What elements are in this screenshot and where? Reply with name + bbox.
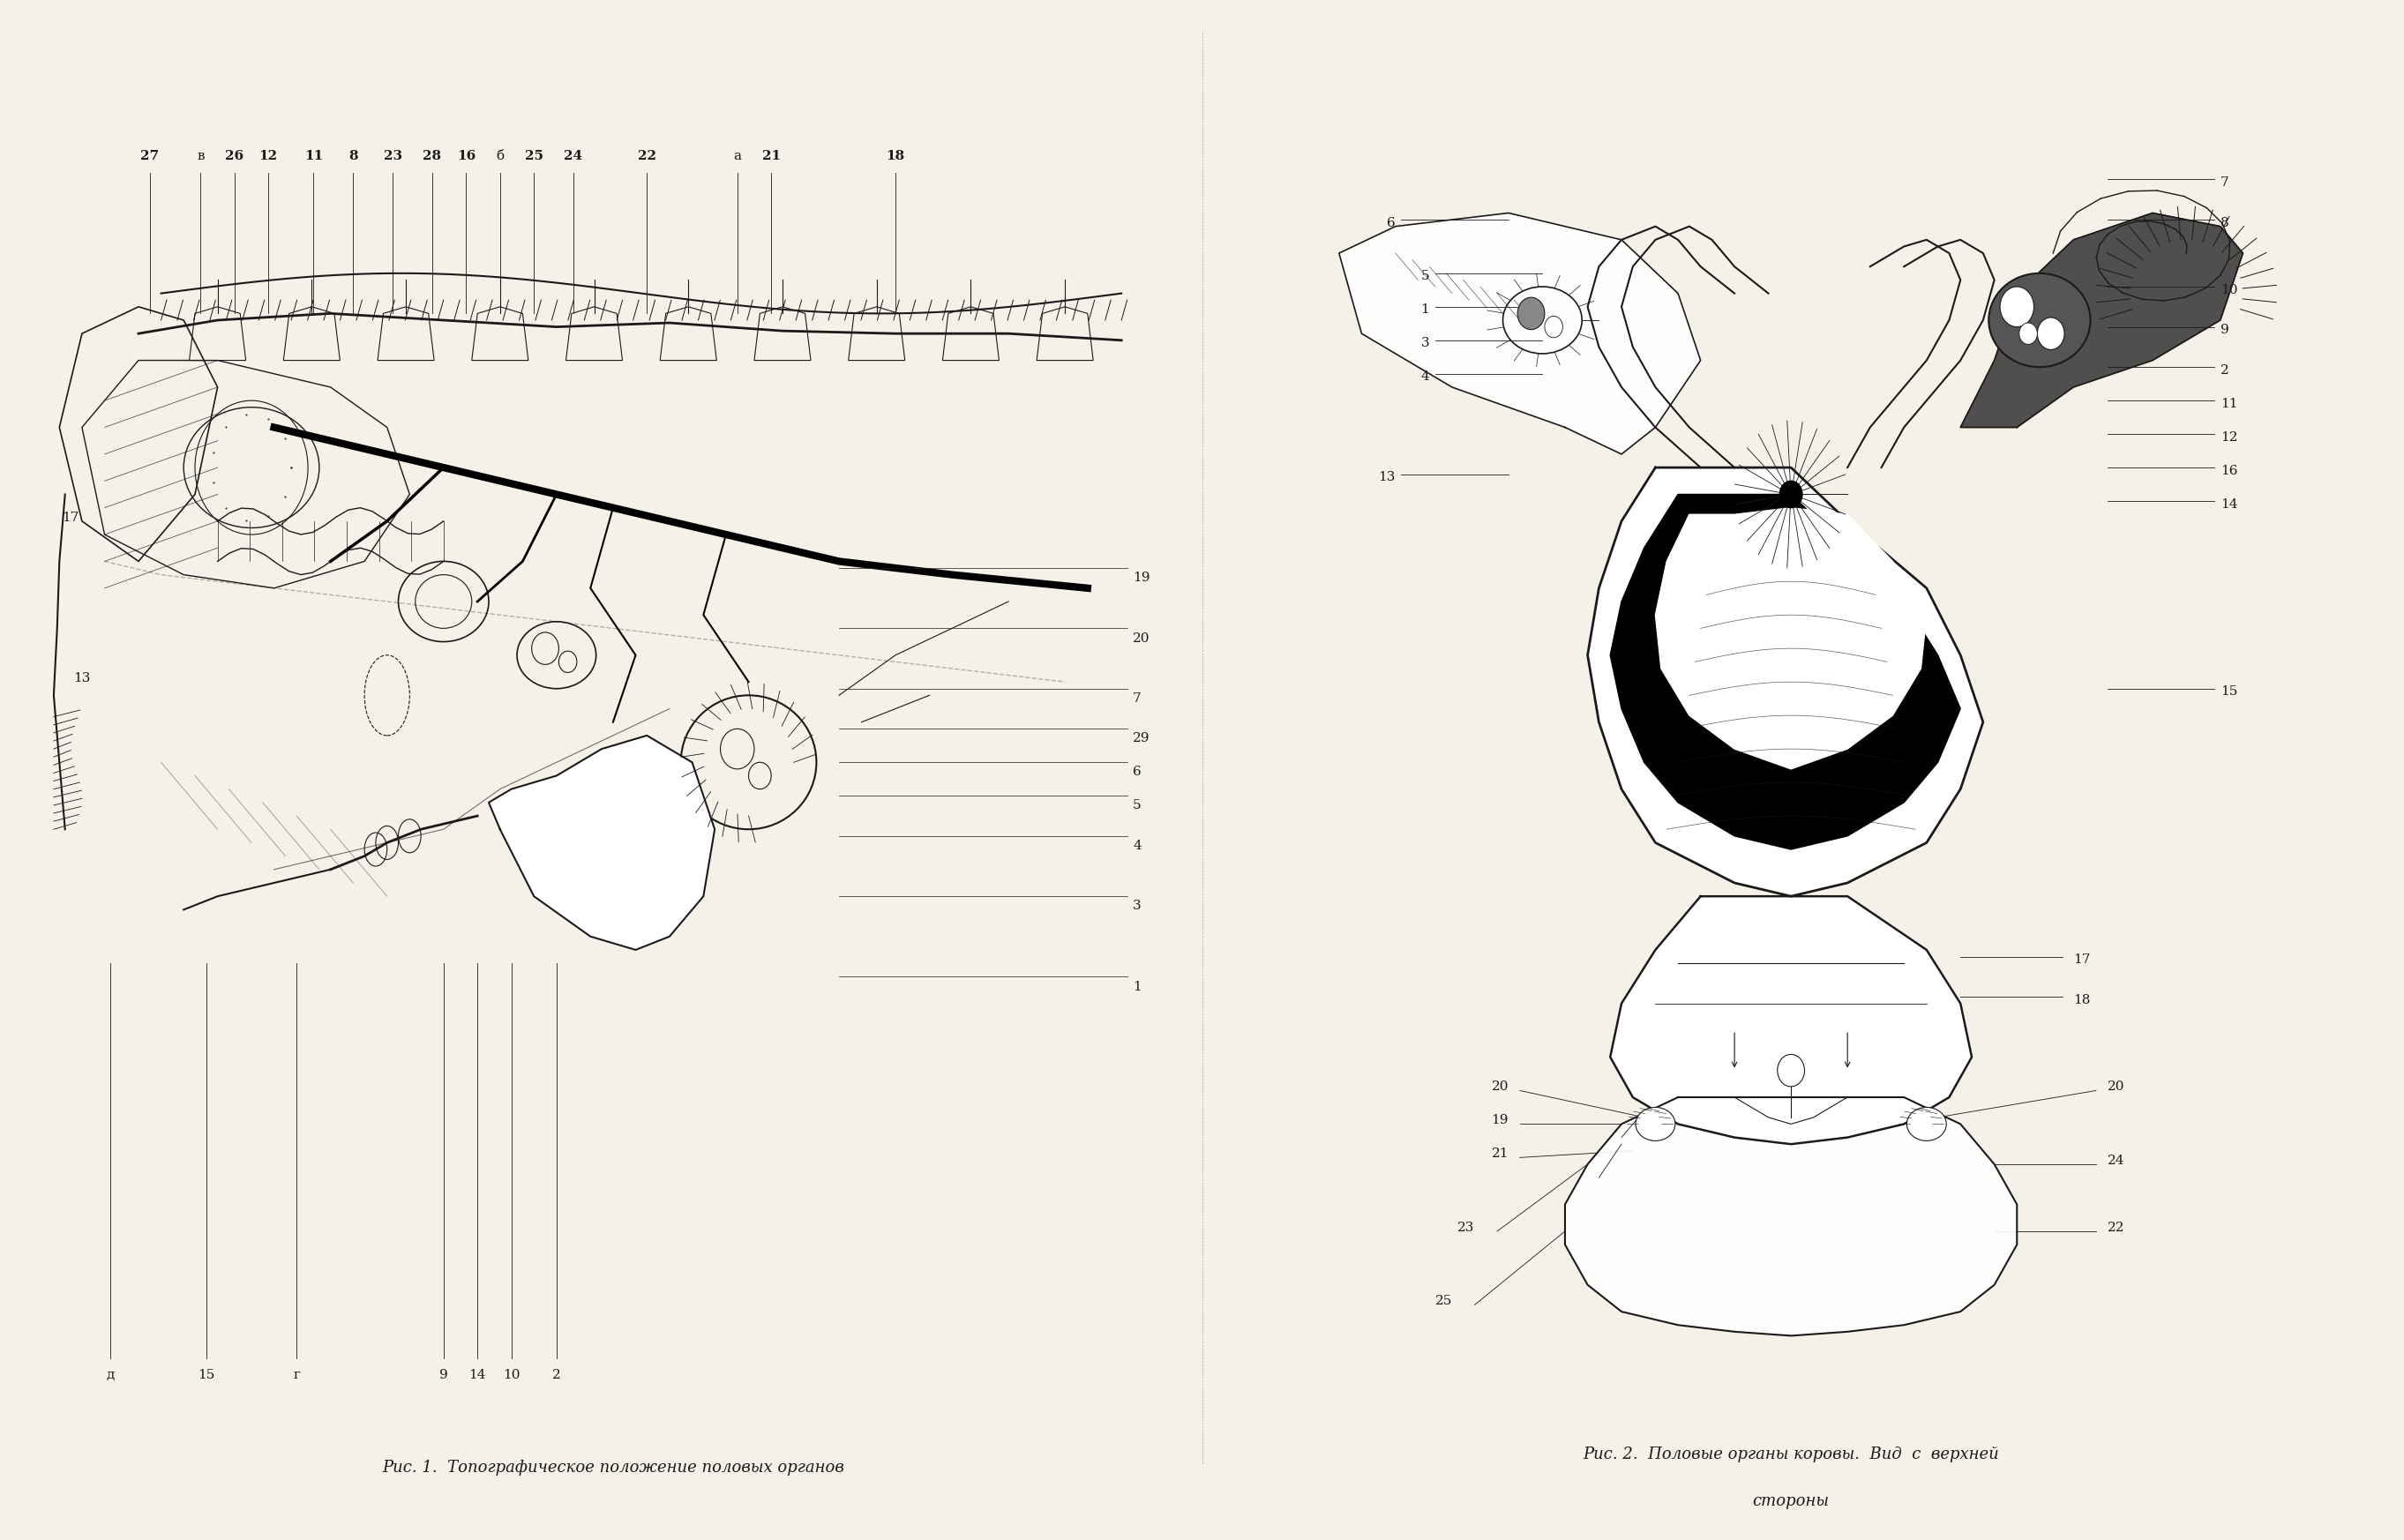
Text: 6: 6 (1387, 217, 1394, 229)
Text: 18: 18 (2072, 993, 2091, 1006)
Text: 24: 24 (565, 149, 582, 162)
Text: в: в (197, 149, 204, 162)
Text: 20: 20 (1132, 631, 1149, 644)
Text: 22: 22 (2108, 1221, 2125, 1234)
Text: 11: 11 (2221, 397, 2238, 410)
Text: 9: 9 (2221, 323, 2229, 336)
Ellipse shape (1635, 1107, 1676, 1141)
Text: 15: 15 (2221, 685, 2238, 698)
Text: 24: 24 (2108, 1155, 2125, 1167)
Text: 3: 3 (1132, 899, 1142, 912)
Polygon shape (1656, 508, 1926, 768)
Text: 21: 21 (1490, 1147, 1510, 1160)
Polygon shape (1611, 494, 1962, 850)
Text: стороны: стороны (1753, 1494, 1829, 1509)
Text: 4: 4 (1132, 839, 1142, 852)
Circle shape (2000, 286, 2034, 326)
Text: 3: 3 (1421, 337, 1430, 350)
Circle shape (1779, 480, 1803, 508)
Text: 13: 13 (1377, 471, 1394, 484)
Polygon shape (488, 736, 714, 950)
Text: 10: 10 (502, 1369, 519, 1381)
Polygon shape (1587, 468, 1983, 896)
Circle shape (2036, 317, 2065, 350)
Text: 7: 7 (2221, 177, 2229, 189)
Text: 10: 10 (2221, 283, 2238, 296)
Text: Рис. 1.  Топографическое положение половых органов: Рис. 1. Топографическое положение половы… (382, 1460, 844, 1475)
Ellipse shape (1988, 273, 2091, 367)
Text: 25: 25 (1435, 1295, 1452, 1307)
Text: 16: 16 (2221, 465, 2238, 477)
Text: 8: 8 (349, 149, 358, 162)
Text: 17: 17 (2072, 953, 2091, 966)
Text: 14: 14 (469, 1369, 486, 1381)
Text: 19: 19 (1490, 1115, 1510, 1127)
Text: 8: 8 (2221, 217, 2229, 229)
Text: 16: 16 (457, 149, 476, 162)
Text: 19: 19 (1132, 571, 1149, 584)
Text: 5: 5 (1421, 269, 1430, 283)
Text: 2: 2 (2221, 363, 2229, 376)
Text: 7: 7 (1132, 693, 1142, 705)
Text: 22: 22 (637, 149, 656, 162)
Text: 13: 13 (75, 671, 91, 685)
Text: 6: 6 (1132, 765, 1142, 778)
Text: г: г (293, 1369, 300, 1381)
Text: Рис. 2.  Половые органы коровы.  Вид  с  верхней: Рис. 2. Половые органы коровы. Вид с вер… (1582, 1446, 2000, 1463)
Text: 23: 23 (1457, 1221, 1474, 1234)
Text: 28: 28 (423, 149, 442, 162)
Polygon shape (1565, 1096, 2017, 1335)
Ellipse shape (1906, 1107, 1947, 1141)
Text: a: a (733, 149, 740, 162)
Polygon shape (1611, 896, 1971, 1144)
Circle shape (1517, 297, 1546, 330)
Text: 20: 20 (1490, 1081, 1510, 1093)
Text: 20: 20 (2108, 1081, 2125, 1093)
Text: 12: 12 (260, 149, 279, 162)
Text: 12: 12 (2221, 431, 2238, 444)
Text: 1: 1 (1132, 981, 1142, 993)
Text: 9: 9 (440, 1369, 447, 1381)
Polygon shape (1339, 213, 1700, 454)
Text: 26: 26 (226, 149, 243, 162)
Text: 4: 4 (1421, 371, 1430, 383)
Text: б: б (495, 149, 505, 162)
Text: 14: 14 (2221, 497, 2238, 510)
Text: 1: 1 (1421, 303, 1430, 316)
Text: д: д (106, 1369, 115, 1381)
Text: 25: 25 (524, 149, 543, 162)
Text: 11: 11 (305, 149, 322, 162)
Circle shape (2019, 323, 2036, 345)
Text: 27: 27 (139, 149, 159, 162)
Text: 17: 17 (63, 511, 79, 524)
Text: 18: 18 (887, 149, 904, 162)
Text: 23: 23 (382, 149, 401, 162)
Text: 2: 2 (553, 1369, 560, 1381)
Text: 5: 5 (1132, 799, 1142, 812)
Text: 21: 21 (762, 149, 781, 162)
Text: 29: 29 (1132, 733, 1149, 745)
Polygon shape (1962, 213, 2243, 427)
Text: 15: 15 (197, 1369, 214, 1381)
